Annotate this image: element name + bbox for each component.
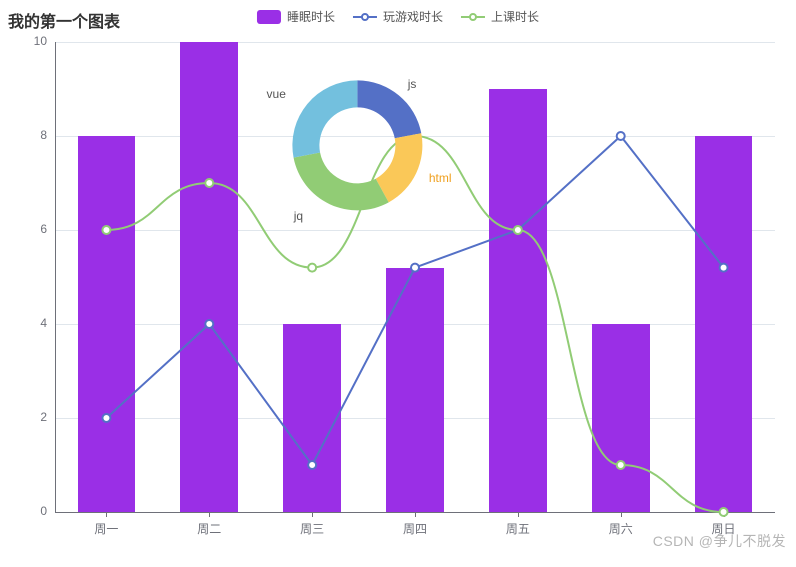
- y-tick-label: 8: [7, 128, 47, 142]
- x-tick-label: 周四: [395, 520, 435, 537]
- legend-item-line1[interactable]: 玩游戏时长: [353, 8, 443, 25]
- series-marker[interactable]: [617, 461, 625, 469]
- y-tick-label: 2: [7, 410, 47, 424]
- donut-slice[interactable]: [294, 153, 389, 211]
- series-marker[interactable]: [308, 264, 316, 272]
- y-tick-label: 0: [7, 504, 47, 518]
- x-tick: [312, 512, 313, 517]
- legend-item-bar[interactable]: 睡眠时长: [257, 8, 335, 25]
- chart-root: 我的第一个图表 睡眠时长 玩游戏时长 上课时长 0 2 4 6 8 10 周一 周二 周三 周四 周…: [0, 0, 796, 567]
- y-tick-label: 4: [7, 316, 47, 330]
- x-tick-label: 周一: [86, 520, 126, 537]
- x-tick-label: 周六: [601, 520, 641, 537]
- series-marker[interactable]: [617, 132, 625, 140]
- series-marker[interactable]: [102, 226, 110, 234]
- series-marker[interactable]: [411, 264, 419, 272]
- x-tick-label: 周二: [189, 520, 229, 537]
- legend-marker-line1: [361, 13, 369, 21]
- donut-slice[interactable]: [292, 80, 357, 157]
- series-marker[interactable]: [514, 226, 522, 234]
- x-tick: [106, 512, 107, 517]
- donut-label: jq: [294, 209, 303, 223]
- series-marker[interactable]: [205, 320, 213, 328]
- series-line[interactable]: [106, 136, 723, 512]
- overlay-svg: [55, 42, 775, 512]
- legend-swatch-bar: [257, 10, 281, 24]
- legend-label: 睡眠时长: [287, 8, 335, 25]
- x-tick: [209, 512, 210, 517]
- series-marker[interactable]: [308, 461, 316, 469]
- legend-marker-line2: [469, 13, 477, 21]
- donut-label: js: [408, 77, 417, 91]
- watermark: CSDN @争儿不脱发: [653, 531, 786, 551]
- series-marker[interactable]: [720, 264, 728, 272]
- legend-label: 上课时长: [491, 8, 539, 25]
- legend-swatch-line1: [353, 11, 377, 23]
- legend: 睡眠时长 玩游戏时长 上课时长: [257, 8, 539, 25]
- x-tick: [518, 512, 519, 517]
- legend-swatch-line2: [461, 11, 485, 23]
- legend-item-line2[interactable]: 上课时长: [461, 8, 539, 25]
- series-marker[interactable]: [205, 179, 213, 187]
- legend-label: 玩游戏时长: [383, 8, 443, 25]
- x-tick: [415, 512, 416, 517]
- y-tick-label: 6: [7, 222, 47, 236]
- plot-area: 0246810周一周二周三周四周五周六周日jshtmljqvue: [55, 42, 775, 512]
- series-marker[interactable]: [102, 414, 110, 422]
- donut-label: vue: [267, 87, 286, 101]
- x-tick-label: 周五: [498, 520, 538, 537]
- x-tick: [621, 512, 622, 517]
- x-tick-label: 周三: [292, 520, 332, 537]
- donut-label: html: [429, 171, 452, 185]
- series-marker[interactable]: [720, 508, 728, 516]
- y-tick-label: 10: [7, 34, 47, 48]
- series-line[interactable]: [106, 136, 723, 465]
- chart-title: 我的第一个图表: [8, 8, 120, 32]
